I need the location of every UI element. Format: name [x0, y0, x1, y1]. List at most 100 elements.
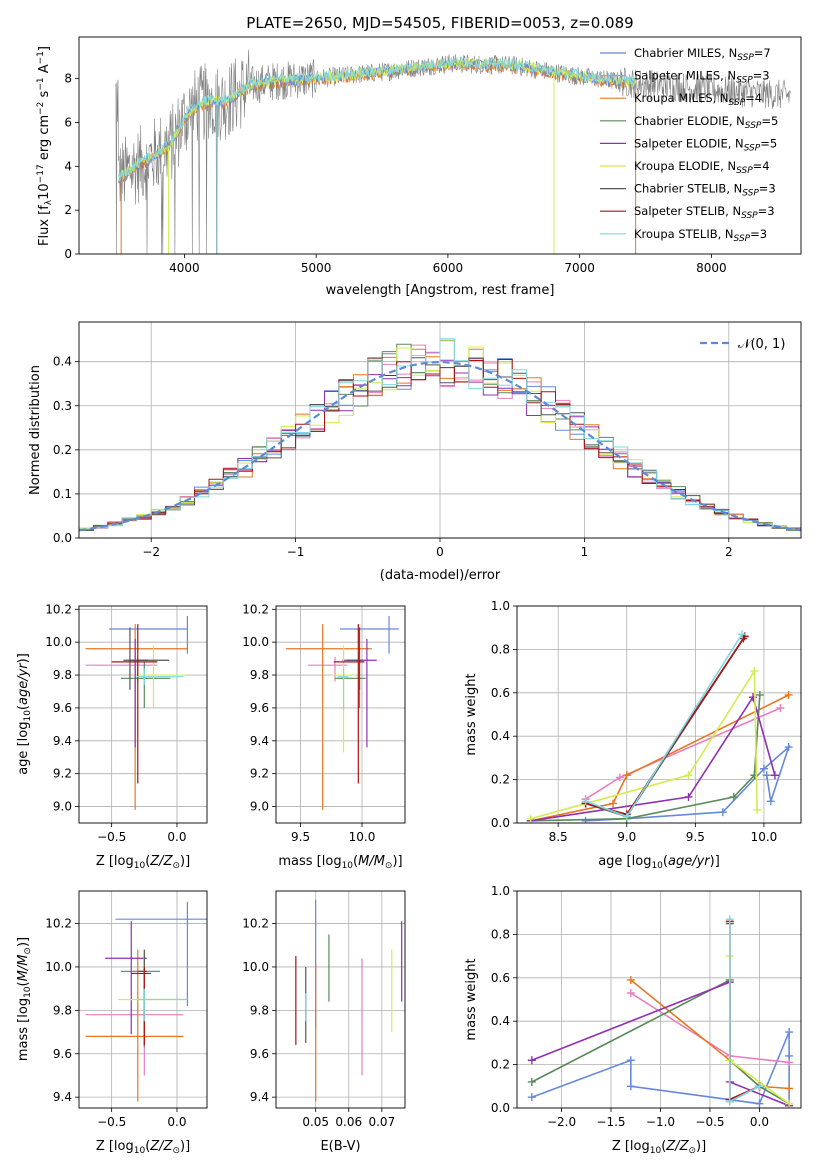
y-tick-label: 9.4 [250, 734, 269, 748]
weight-marker-kroupa_stelib [725, 915, 734, 924]
y-tick-label: 0.0 [53, 531, 72, 545]
x-tick-label: 0.05 [302, 1115, 329, 1129]
y-tick-label: 0.8 [491, 642, 510, 656]
x-axis-label: (data-model)/error [380, 568, 501, 583]
y-tick-label: 0.4 [53, 355, 72, 369]
axes-frame [78, 36, 802, 255]
y-tick-label: 8 [64, 72, 72, 86]
weight-line-chabrier_stelib [585, 638, 745, 818]
y-tick-label: 10.0 [242, 635, 269, 649]
weight-marker-chabrier_miles [785, 1028, 794, 1037]
legend-entry: Chabrier MILES, NSSP=7 [634, 46, 771, 63]
y-tick-label: 10.0 [45, 960, 72, 974]
y-tick-label: 6 [64, 115, 72, 129]
x-tick-label: 9.5 [686, 830, 705, 844]
x-tick-label: 6000 [433, 261, 464, 275]
x-tick-label: −2 [142, 545, 160, 559]
y-tick-label: 9.8 [250, 668, 269, 682]
y-tick-label: 9.8 [53, 668, 72, 682]
weight-marker-kroupa_elodie [785, 1099, 794, 1108]
weight-line-kroupa_miles [530, 694, 790, 822]
weight-marker-kroupa_stelib [725, 1097, 734, 1106]
y-tick-label: 0.4 [491, 1014, 510, 1028]
y-tick-label: 9.6 [53, 701, 72, 715]
weight-marker-chabrier_miles [581, 816, 590, 823]
legend-entry: Salpeter MILES, NSSP=3 [634, 69, 770, 86]
x-axis-label: age [log10(age/yr)] [598, 854, 720, 871]
spectrum-panel: 4000 5000 6000 7000 8000 0 2 4 6 8 Chabrier MILES,… [36, 36, 802, 298]
weight-marker-kroupa_miles [622, 771, 631, 780]
model-spectrum-kroupa_stelib [118, 56, 636, 182]
weight-line-chabrier_stelib [729, 923, 760, 1103]
mass-vs-ebv-panel: 0.05 0.06 0.07 9.4 9.6 9.8 10.0 10.2 E(B-V) [242, 890, 406, 1154]
x-tick-label: 9.0 [617, 830, 636, 844]
x-tick-label: 10.0 [349, 830, 376, 844]
axes-frame [516, 890, 802, 1109]
weight-marker-chabrier_miles [755, 1099, 764, 1108]
y-axis-label: mass weight [464, 958, 479, 1040]
weight-marker-kroupa_miles [626, 975, 635, 984]
x-tick-label: 4000 [169, 261, 200, 275]
y-tick-label: 9.6 [250, 1047, 269, 1061]
x-tick-label: 0.06 [335, 1115, 362, 1129]
plot-area [295, 899, 403, 1102]
x-tick-label: 0 [436, 545, 444, 559]
weight-line-chabrier_elodie [530, 694, 761, 822]
x-tick-label: −0.5 [97, 1115, 126, 1129]
y-tick-label: 9.4 [53, 1090, 72, 1104]
axes-frame [78, 605, 208, 824]
y-tick-label: 0.8 [491, 927, 510, 941]
y-tick-label: 9.2 [53, 767, 72, 781]
x-tick-label: 9.5 [291, 830, 310, 844]
weight-marker-chabrier_miles [527, 1093, 536, 1102]
weight-marker-salpeter_elodie [527, 1056, 536, 1065]
y-tick-label: 9.2 [250, 767, 269, 781]
x-axis-label: Z [log10(Z/Z⊙)] [96, 1139, 190, 1156]
weight-marker-kroupa_miles [784, 690, 793, 699]
residuals-panel: −2 −1 0 1 2 0.0 0.1 0.2 0.3 0.4 𝒩(0, 1) (data-model… [28, 321, 802, 583]
plot-area [526, 630, 793, 823]
y-tick-label: 10.2 [242, 602, 269, 616]
weight-line-salpeter_miles [585, 707, 781, 800]
axes-frame [78, 890, 208, 1109]
y-tick-label: 9.4 [53, 734, 72, 748]
y-tick-label: 0.2 [491, 773, 510, 787]
plot-area [285, 615, 399, 810]
weight-marker-chabrier_miles [718, 808, 727, 817]
x-tick-label: −1.5 [596, 1115, 625, 1129]
weight-marker-chabrier_miles [784, 743, 793, 752]
y-axis-label: Normed distribution [28, 365, 43, 495]
weight-vs-age-panel: 8.5 9.0 9.5 10.0 0.0 0.2 0.4 0.6 0.8 1.0 age [log1… [464, 599, 802, 871]
weight-marker-chabrier_miles [759, 764, 768, 773]
x-axis-label: mass [log10(M/M⊙)] [278, 854, 402, 871]
x-tick-label: 8000 [696, 261, 727, 275]
legend-entry: Kroupa ELODIE, NSSP=4 [634, 159, 770, 176]
y-tick-label: 10.2 [45, 602, 72, 616]
weight-marker-kroupa_elodie [526, 814, 535, 823]
y-tick-label: 10.0 [242, 960, 269, 974]
y-tick-label: 1.0 [491, 599, 510, 613]
weight-marker-salpeter_elodie [748, 693, 757, 702]
y-axis-label: age [log10(age/yr)] [16, 653, 33, 775]
weight-marker-salpeter_miles [776, 703, 785, 712]
x-tick-label: −1.0 [646, 1115, 675, 1129]
y-tick-label: 4 [64, 159, 72, 173]
weight-marker-kroupa_miles [785, 1084, 794, 1093]
y-tick-label: 9.8 [250, 1003, 269, 1017]
y-tick-label: 0.6 [491, 686, 510, 700]
age-vs-mass-panel: 9.5 10.0 9.0 9.2 9.4 9.6 9.8 10.0 10.2 mass [log1… [242, 602, 406, 871]
y-tick-label: 10.2 [45, 917, 72, 931]
x-tick-label: 0.0 [750, 1115, 769, 1129]
weight-marker-kroupa_stelib [755, 1082, 764, 1091]
x-tick-label: 0.07 [368, 1115, 395, 1129]
y-tick-label: 0.0 [491, 816, 510, 830]
plot-area [79, 338, 801, 532]
weight-marker-salpeter_miles [785, 1058, 794, 1067]
weight-marker-chabrier_elodie [527, 1077, 536, 1086]
weight-marker-chabrier_elodie [755, 690, 764, 699]
legend-entry: 𝒩(0, 1) [738, 337, 785, 352]
y-axis-label: mass weight [464, 673, 479, 755]
weight-line-kroupa_stelib [585, 633, 743, 818]
y-tick-label: 0 [64, 247, 72, 261]
